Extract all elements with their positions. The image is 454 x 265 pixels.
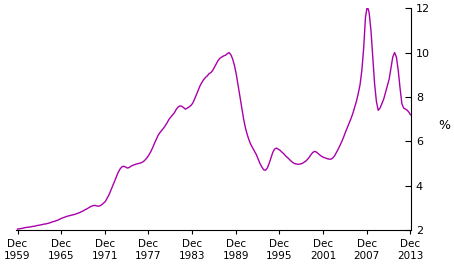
Y-axis label: %: %: [438, 119, 450, 132]
